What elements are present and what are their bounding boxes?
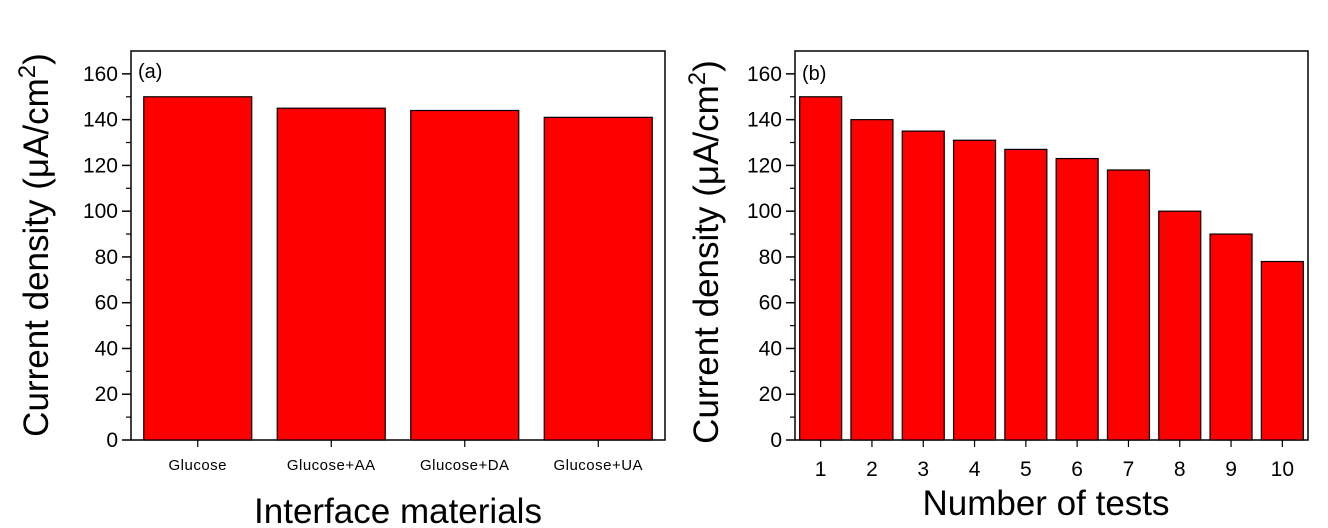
chart-panel-b: (b) 0 20 40 60 80 100 120 140 160 1 2 3 4 5 6 7 8 9 10 Nu… xyxy=(684,50,1309,523)
y-axis-title-main-b: Current density ( xyxy=(687,185,726,444)
x-tick-label: Glucose xyxy=(168,457,227,474)
y-tick-label: 80 xyxy=(95,246,118,269)
x-tick-label: Glucose+UA xyxy=(553,457,643,474)
panel-label-a: (a) xyxy=(138,61,162,83)
bar xyxy=(143,96,253,441)
y-tick-label: 40 xyxy=(95,337,118,360)
x-tick-label: 6 xyxy=(1071,458,1083,481)
x-tick-label: 7 xyxy=(1123,458,1135,481)
y-axis-title-close-a: ) xyxy=(17,53,56,65)
bar xyxy=(410,109,520,441)
y-ticks-a: 0 20 40 60 80 100 120 140 160 xyxy=(83,63,131,452)
y-tick-label: 40 xyxy=(759,337,782,360)
x-tick-label: 4 xyxy=(969,458,981,481)
bar xyxy=(799,96,843,441)
y-tick-label: 140 xyxy=(83,109,118,132)
bar xyxy=(1055,157,1099,441)
bar xyxy=(276,107,386,441)
x-tick-label: 2 xyxy=(866,458,878,481)
bar xyxy=(1106,169,1151,441)
y-tick-label: 160 xyxy=(747,63,782,86)
bar xyxy=(543,116,653,441)
bar xyxy=(952,139,997,441)
plot-frame-a xyxy=(130,50,666,441)
y-axis-title-close-b: ) xyxy=(687,60,726,72)
y-ticks-b: 0 20 40 60 80 100 120 140 160 xyxy=(747,63,795,452)
x-tick-labels-b: 1 2 3 4 5 6 7 8 9 10 xyxy=(815,440,1294,481)
x-tick-label: 10 xyxy=(1271,458,1294,481)
y-tick-label: 0 xyxy=(106,429,118,452)
y-tick-label: 160 xyxy=(83,63,118,86)
bars-b xyxy=(799,96,1304,441)
x-axis-title-b: Number of tests xyxy=(922,484,1169,523)
y-tick-label: 80 xyxy=(759,246,782,269)
plot-frame-b xyxy=(794,50,1309,441)
x-tick-label: Glucose+DA xyxy=(420,457,510,474)
y-axis-title-sup-b: 2 xyxy=(684,72,711,85)
x-axis-title-a: Interface materials xyxy=(254,492,542,528)
y-tick-label: 0 xyxy=(770,429,782,452)
x-tick-label: Glucose+AA xyxy=(287,457,376,474)
bar xyxy=(901,130,945,441)
y-tick-label: 120 xyxy=(747,154,782,177)
x-tick-label: 9 xyxy=(1225,458,1237,481)
y-axis-title-unit-b: μA/cm xyxy=(687,85,726,185)
y-axis-title-main-a: Current density ( xyxy=(17,178,56,437)
y-tick-label: 20 xyxy=(95,383,118,406)
y-axis-title-unit-a: μA/cm xyxy=(17,78,56,178)
x-tick-labels-a: Glucose Glucose+AA Glucose+DA Glucose+UA xyxy=(168,440,643,474)
bar xyxy=(1209,233,1253,441)
y-tick-label: 60 xyxy=(95,292,118,315)
y-tick-label: 140 xyxy=(747,109,782,132)
y-axis-title-a: Current density (μA/cm2) xyxy=(14,53,56,437)
panel-label-b: (b) xyxy=(802,63,826,85)
y-tick-label: 100 xyxy=(83,200,118,223)
y-tick-label: 60 xyxy=(759,292,782,315)
x-tick-label: 5 xyxy=(1020,458,1032,481)
x-tick-label: 8 xyxy=(1174,458,1186,481)
bar xyxy=(1260,260,1304,441)
y-tick-label: 120 xyxy=(83,154,118,177)
bar xyxy=(850,119,894,441)
bar xyxy=(1004,148,1048,441)
x-tick-label: 3 xyxy=(917,458,929,481)
bars-a xyxy=(143,96,653,441)
bar xyxy=(1158,210,1202,441)
y-axis-title-b: Current density (μA/cm2) xyxy=(684,60,726,444)
x-tick-label: 1 xyxy=(815,458,827,481)
y-tick-label: 20 xyxy=(759,383,782,406)
y-tick-label: 100 xyxy=(747,200,782,223)
y-axis-title-sup-a: 2 xyxy=(14,65,41,78)
